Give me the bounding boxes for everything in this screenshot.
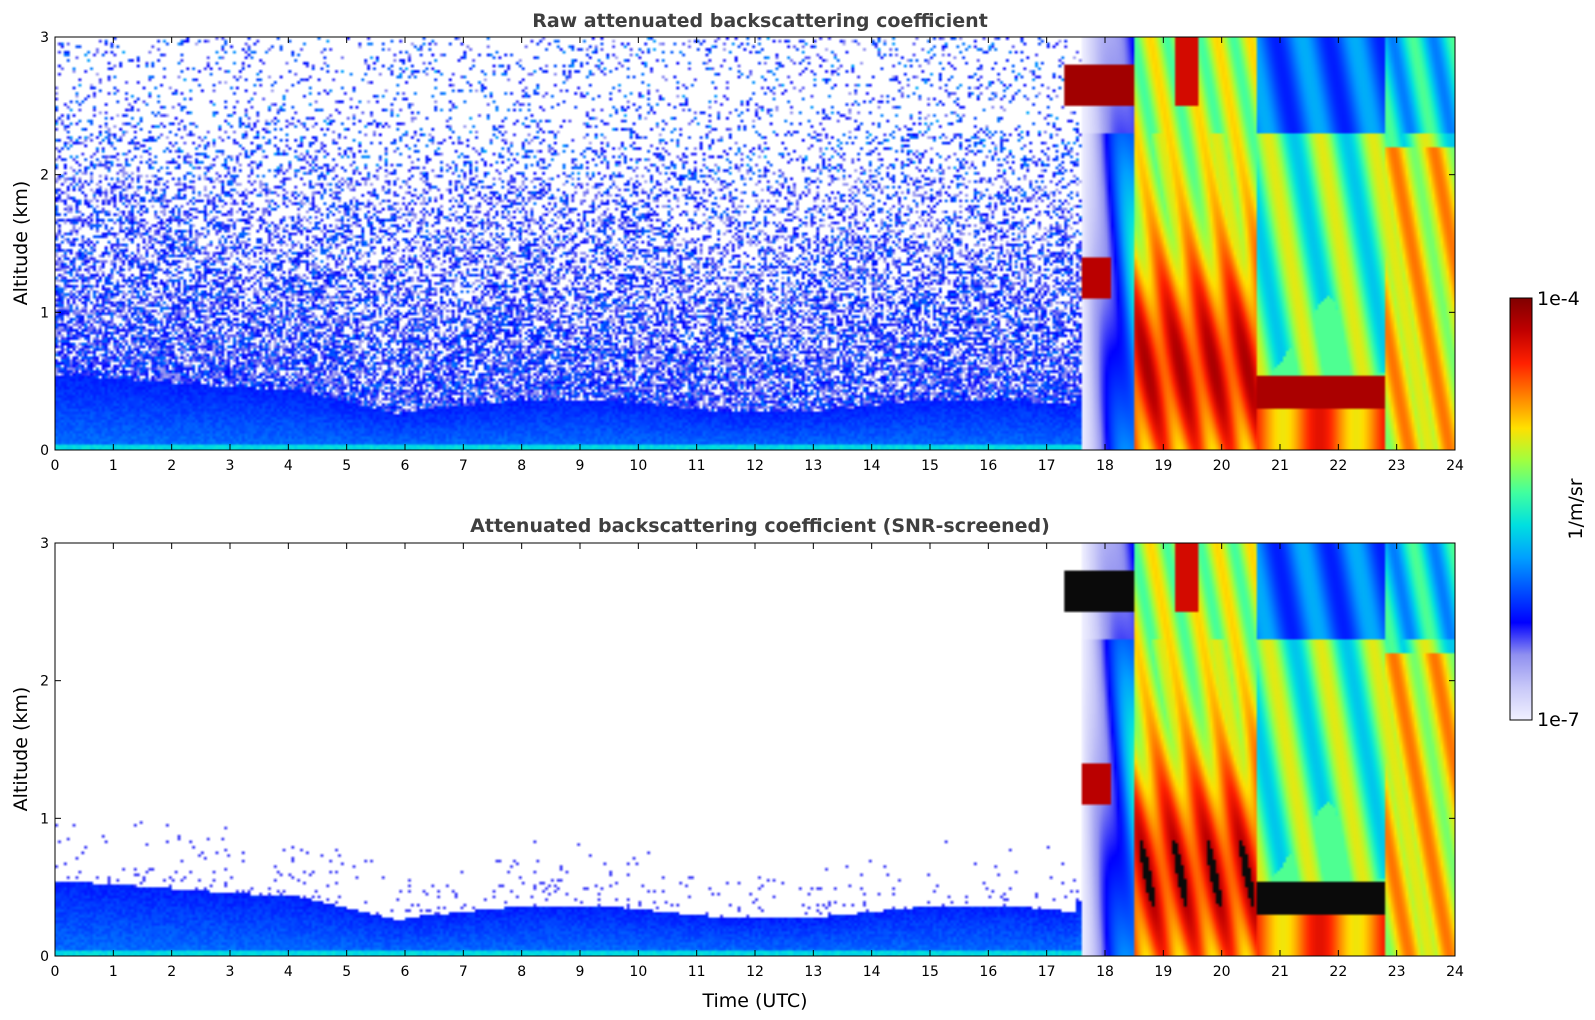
heatmap-image: [55, 37, 1455, 450]
y-axis-ticks: 0 1 2 3: [40, 536, 1455, 965]
colorbar-min-label: 1e-7: [1537, 709, 1580, 731]
x-tick-label: 19: [1154, 964, 1172, 980]
colorbar-unit-label: 1/m/sr: [1565, 478, 1587, 539]
y-tick-label: 0: [40, 443, 49, 459]
x-tick-label: 20: [1213, 964, 1231, 980]
y-tick-label: 3: [40, 536, 49, 552]
x-tick-label: 5: [342, 458, 351, 474]
y-axis-label: Altitude (km): [10, 181, 32, 306]
y-tick-label: 3: [40, 30, 49, 46]
x-tick-label: 2: [167, 964, 176, 980]
x-tick-label: 1: [109, 458, 118, 474]
x-tick-label: 3: [226, 964, 235, 980]
x-tick-label: 1: [109, 964, 118, 980]
x-tick-label: 16: [979, 458, 997, 474]
x-tick-label: 23: [1388, 458, 1406, 474]
x-tick-label: 20: [1213, 458, 1231, 474]
x-tick-label: 16: [979, 964, 997, 980]
panel-title: Attenuated backscattering coefficient (S…: [470, 515, 1050, 537]
x-tick-label: 0: [51, 964, 60, 980]
x-tick-label: 11: [688, 964, 706, 980]
x-tick-label: 6: [401, 964, 410, 980]
heatmap-image: [55, 543, 1455, 956]
x-tick-label: 22: [1329, 964, 1347, 980]
x-tick-label: 6: [401, 458, 410, 474]
x-tick-label: 8: [517, 964, 526, 980]
x-tick-label: 17: [1038, 964, 1056, 980]
x-axis-ticks: 0 1 2 3 4 5 6 7 8 9 10 11 12 13 14 15 16 17 18 19 20 21 22 23 24: [51, 37, 1464, 474]
x-tick-label: 14: [863, 458, 881, 474]
x-tick-label: 11: [688, 458, 706, 474]
x-tick-label: 19: [1154, 458, 1172, 474]
heatmap-area: [55, 37, 1455, 450]
raw-backscatter-panel: Raw attenuated backscattering coefficien…: [10, 10, 1464, 474]
x-tick-label: 7: [459, 458, 468, 474]
x-tick-label: 18: [1096, 458, 1114, 474]
x-tick-label: 0: [51, 458, 60, 474]
x-tick-label: 22: [1329, 458, 1347, 474]
x-tick-label: 21: [1271, 458, 1289, 474]
x-tick-label: 15: [921, 458, 939, 474]
y-tick-label: 1: [40, 305, 49, 321]
screened-backscatter-panel: Attenuated backscattering coefficient (S…: [10, 515, 1464, 1012]
y-tick-label: 2: [40, 168, 49, 184]
x-tick-label: 13: [804, 458, 822, 474]
x-tick-label: 18: [1096, 964, 1114, 980]
x-tick-label: 21: [1271, 964, 1289, 980]
x-axis-label: Time (UTC): [701, 990, 807, 1012]
colorbar-max-label: 1e-4: [1537, 288, 1580, 310]
x-tick-label: 9: [576, 964, 585, 980]
x-tick-label: 8: [517, 458, 526, 474]
colorbar: 1e-4 1e-7 1/m/sr: [1509, 288, 1587, 731]
x-tick-label: 4: [284, 964, 293, 980]
x-tick-label: 13: [804, 964, 822, 980]
y-axis-ticks: 0 1 2 3: [40, 30, 1455, 459]
x-tick-label: 12: [746, 964, 764, 980]
x-tick-label: 2: [167, 458, 176, 474]
x-tick-label: 24: [1446, 458, 1464, 474]
x-tick-label: 7: [459, 964, 468, 980]
heatmap-area: [55, 543, 1455, 956]
x-tick-label: 10: [629, 458, 647, 474]
x-tick-label: 14: [863, 964, 881, 980]
x-tick-label: 5: [342, 964, 351, 980]
x-tick-label: 23: [1388, 964, 1406, 980]
y-tick-label: 1: [40, 811, 49, 827]
x-axis-ticks: 0 1 2 3 4 5 6 7 8 9 10 11 12 13 14 15 16 17 18 19 20 21 22 23 24: [51, 543, 1464, 980]
panel-title: Raw attenuated backscattering coefficien…: [532, 10, 988, 32]
x-tick-label: 12: [746, 458, 764, 474]
x-tick-label: 4: [284, 458, 293, 474]
x-tick-label: 24: [1446, 964, 1464, 980]
x-tick-label: 9: [576, 458, 585, 474]
y-tick-label: 2: [40, 674, 49, 690]
y-tick-label: 0: [40, 949, 49, 965]
y-axis-label: Altitude (km): [10, 687, 32, 812]
colorbar-gradient: [1509, 297, 1533, 721]
x-tick-label: 15: [921, 964, 939, 980]
x-tick-label: 17: [1038, 458, 1056, 474]
x-tick-label: 10: [629, 964, 647, 980]
x-tick-label: 3: [226, 458, 235, 474]
